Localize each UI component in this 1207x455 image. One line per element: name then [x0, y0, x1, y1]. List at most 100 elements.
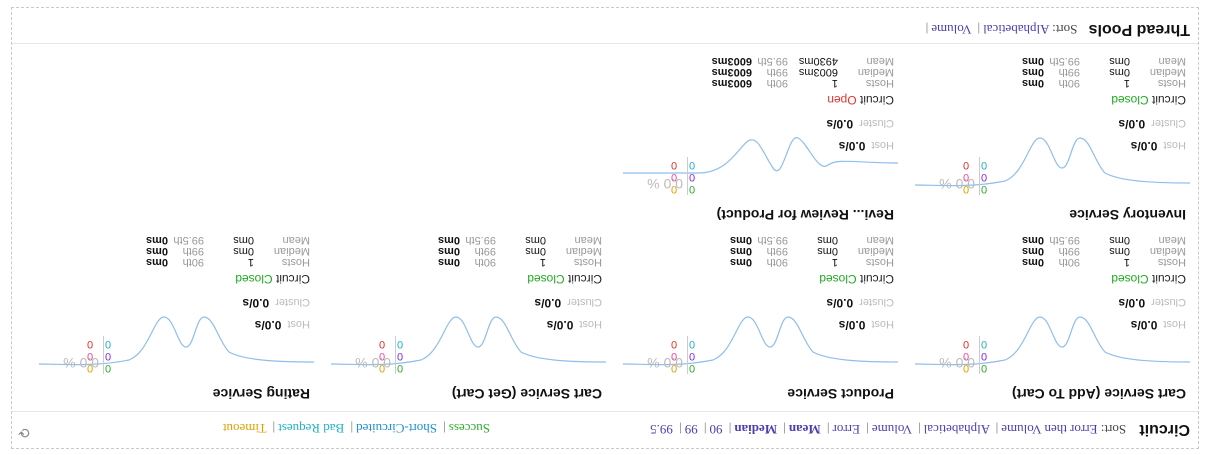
service-name: Cart Service (Add To Cart) [1012, 386, 1186, 402]
cluster-rate: Cluster0.0/s [826, 296, 894, 310]
circuit-status: Circuit Open [827, 93, 894, 107]
count-failure: 0 [87, 338, 94, 350]
host-rate: Host0.0/s [1130, 318, 1186, 332]
circuit-state: Closed [1111, 93, 1149, 107]
legend-timeout: Timeout [222, 421, 267, 436]
count-success: 0 [689, 183, 696, 195]
count-short-circuited: 0 [105, 350, 112, 362]
circuit-state: Closed [1111, 272, 1149, 286]
circuit-status: Circuit Closed [235, 272, 310, 286]
count-short-circuited: 0 [397, 350, 404, 362]
sparkline [331, 316, 606, 366]
host-rate: Host0.0/s [838, 139, 894, 153]
circuit-card-0[interactable]: Cart Service (Add To Cart) 0 0 0 0 0 0 0… [915, 229, 1190, 404]
refresh-icon[interactable]: ⟳ [18, 424, 30, 439]
cluster-rate: Cluster0.0/s [1118, 296, 1186, 310]
circuit-status: Circuit Closed [1111, 93, 1186, 107]
legend-success: Success [448, 421, 490, 436]
latency-stats: Hosts 1 90th 0ms Median 0ms 99th 0ms Mean 0ms… [1021, 55, 1186, 89]
host-rate: Host0.0/s [254, 318, 310, 332]
sparkline [915, 316, 1190, 366]
circuit-header: Circuit Sort: Error then Volume| Alphabe… [222, 421, 1190, 438]
sort-alphabetical[interactable]: Alphabetical [923, 422, 991, 437]
sort-volume[interactable]: Volume [871, 422, 913, 437]
cluster-rate: Cluster0.0/s [242, 296, 310, 310]
host-rate: Host0.0/s [838, 318, 894, 332]
circuit-sort-label: Sort: [1100, 422, 1127, 437]
sort-99-5[interactable]: 99.5 [650, 422, 673, 437]
count-short-circuited: 0 [981, 171, 988, 183]
count-failure: 0 [379, 338, 386, 350]
circuit-status: Circuit Closed [1111, 272, 1186, 286]
count-failure: 0 [671, 338, 678, 350]
sparkline [915, 137, 1190, 187]
host-rate: Host0.0/s [546, 318, 602, 332]
latency-stats: Hosts 1 90th 0ms Median 0ms 99th 0ms Mean 0ms… [1021, 234, 1186, 268]
error-rate: 0.0 % [939, 176, 975, 192]
count-success: 0 [981, 362, 988, 374]
cluster-rate: Cluster0.0/s [1118, 117, 1186, 131]
count-short-circuited: 0 [689, 350, 696, 362]
sort-error[interactable]: Error [832, 422, 860, 437]
count-success: 0 [981, 183, 988, 195]
cluster-rate: Cluster0.0/s [534, 296, 602, 310]
count-bad-request: 0 [397, 338, 404, 350]
circuit-title: Circuit [1139, 421, 1190, 438]
error-rate: 0.0 % [647, 176, 683, 192]
count-success: 0 [397, 362, 404, 374]
count-short-circuited: 0 [689, 171, 696, 183]
service-name: Inventory Service [1069, 207, 1186, 223]
circuit-state: Closed [527, 272, 565, 286]
thread-pools-sort-label: Sort: [1052, 22, 1078, 37]
error-rate: 0.0 % [63, 355, 99, 371]
legend-bad-request: Bad Request [278, 421, 345, 436]
service-name: Revi... Review for Product) [716, 207, 894, 223]
count-bad-request: 0 [105, 338, 112, 350]
tp-sort-alphabetical[interactable]: Alphabetical [983, 22, 1050, 37]
divider [12, 411, 1198, 412]
latency-stats: Hosts 1 90th 0ms Median 0ms 99th 0ms Mean 0ms… [729, 234, 894, 268]
divider [12, 43, 1198, 44]
cluster-rate: Cluster0.0/s [826, 117, 894, 131]
error-rate: 0.0 % [939, 355, 975, 371]
circuit-card-2[interactable]: Cart Service (Get Cart) 0 0 0 0 0 0 0.0 … [331, 229, 606, 404]
service-name: Rating Service [212, 386, 310, 402]
count-short-circuited: 0 [981, 350, 988, 362]
count-failure: 0 [963, 159, 970, 171]
error-rate: 0.0 % [647, 355, 683, 371]
circuit-card-3[interactable]: Rating Service 0 0 0 0 0 0 0.0 % Host0.0… [39, 229, 314, 404]
sparkline [39, 316, 314, 366]
sort-99[interactable]: 99 [684, 422, 698, 437]
sparkline [623, 316, 898, 366]
sort-90[interactable]: 90 [709, 422, 723, 437]
error-rate: 0.0 % [355, 355, 391, 371]
count-bad-request: 0 [689, 338, 696, 350]
count-failure: 0 [963, 338, 970, 350]
host-rate: Host0.0/s [1130, 139, 1186, 153]
status-legend: Success| Short-Circuited| Bad Request| T… [222, 421, 490, 436]
count-success: 0 [105, 362, 112, 374]
circuit-card-1[interactable]: Product Service 0 0 0 0 0 0 0.0 % Host0.… [623, 229, 898, 404]
sort-median[interactable]: Median [734, 422, 778, 437]
circuit-status: Circuit Closed [819, 272, 894, 286]
service-name: Cart Service (Get Cart) [451, 386, 602, 402]
tp-sort-volume[interactable]: Volume [931, 22, 972, 37]
sparkline [623, 137, 898, 174]
dashboard-frame: Circuit Sort: Error then Volume| Alphabe… [11, 7, 1199, 449]
sort-error-then-volume[interactable]: Error then Volume [1001, 422, 1098, 437]
circuit-card-5[interactable]: Revi... Review for Product) 0 0 0 0 0 0 … [623, 50, 898, 225]
circuit-state: Closed [235, 272, 273, 286]
sort-mean[interactable]: Mean [788, 422, 821, 437]
circuit-state: Closed [819, 272, 857, 286]
count-bad-request: 0 [689, 159, 696, 171]
count-failure: 0 [671, 159, 678, 171]
latency-stats: Hosts 1 90th 0ms Median 0ms 99th 0ms Mean 0ms… [437, 234, 602, 268]
thread-pools-title: Thread Pools [1088, 21, 1190, 38]
latency-stats: Hosts 1 90th 0ms Median 0ms 99th 0ms Mean 0ms… [145, 234, 310, 268]
circuit-card-4[interactable]: Inventory Service 0 0 0 0 0 0 0.0 % Host… [915, 50, 1190, 225]
count-bad-request: 0 [981, 338, 988, 350]
legend-short-circuited: Short-Circuited [356, 421, 437, 436]
circuit-state: Open [827, 93, 857, 107]
count-success: 0 [689, 362, 696, 374]
